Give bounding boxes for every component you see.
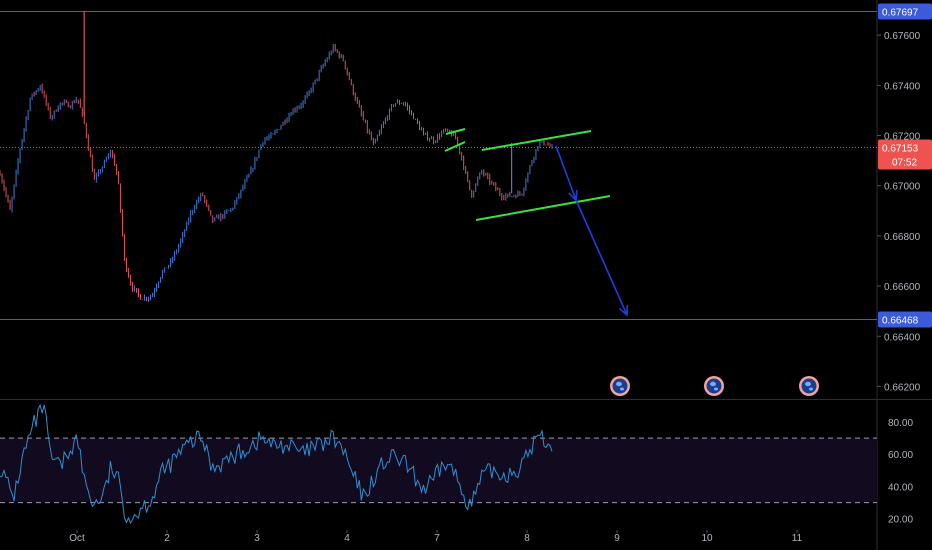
event-icon-land (805, 381, 811, 387)
channel-upper-line[interactable] (481, 130, 592, 151)
forecast-arrow-long-head (618, 304, 629, 317)
price-tick-label: 0.67600 (884, 31, 921, 42)
price-tick-label: 0.66800 (884, 232, 921, 243)
price-tick-label: 0.66200 (884, 382, 921, 393)
current-price-label: 0.67153 (882, 144, 919, 155)
price-tick-label: 0.67000 (884, 182, 921, 193)
time-tick-label: 8 (524, 533, 530, 544)
time-tick-label: 11 (792, 533, 803, 544)
globe-event-icon[interactable] (704, 376, 724, 396)
time-tick-label: 9 (614, 533, 620, 544)
current-price-tag (878, 139, 932, 170)
channel-lower-line[interactable] (475, 195, 611, 221)
level-price-label: 0.66468 (882, 316, 919, 327)
oscillator-pane[interactable] (0, 403, 877, 525)
oscillator-line (0, 403, 553, 525)
event-icon-land (710, 381, 716, 387)
price-tick-label: 0.67400 (884, 81, 921, 92)
forecast-arrow-short[interactable] (555, 145, 577, 201)
globe-event-icon[interactable] (799, 376, 819, 396)
forecast-arrow-long[interactable] (575, 199, 628, 316)
time-tick-label: 2 (164, 533, 170, 544)
price-tick-label: 0.66600 (884, 282, 921, 293)
oscillator-tick-label: 40.00 (888, 482, 913, 493)
event-icon-land (714, 387, 718, 391)
event-icon-land (616, 381, 622, 387)
flag-upper-line[interactable] (445, 128, 466, 135)
time-tick-label: 3 (254, 533, 260, 544)
time-axis[interactable]: Oct 2 3 4 7 8 9 10 11 (69, 530, 803, 544)
level-price-tag (878, 3, 932, 20)
flag-lower-line[interactable] (444, 141, 466, 152)
price-axis[interactable]: 0.67600 0.67400 0.67200 0.67000 0.66800 0.666… (877, 3, 932, 526)
time-tick-label: 4 (344, 533, 350, 544)
price-tick-label: 0.67200 (884, 132, 921, 143)
countdown-label: 07:52 (892, 158, 917, 169)
time-tick-label: 10 (701, 533, 713, 544)
oscillator-tick-label: 60.00 (888, 450, 913, 461)
event-icon-land (809, 387, 813, 391)
time-tick-label: Oct (69, 533, 85, 544)
price-tick-label: 0.66400 (884, 332, 921, 343)
event-icon-land (620, 387, 624, 391)
time-tick-label: 7 (434, 533, 440, 544)
level-price-label: 0.67697 (882, 8, 919, 19)
oscillator-tick-label: 20.00 (888, 515, 913, 526)
oscillator-tick-label: 80.00 (888, 418, 913, 429)
globe-event-icon[interactable] (610, 376, 630, 396)
level-price-tag (878, 311, 932, 328)
